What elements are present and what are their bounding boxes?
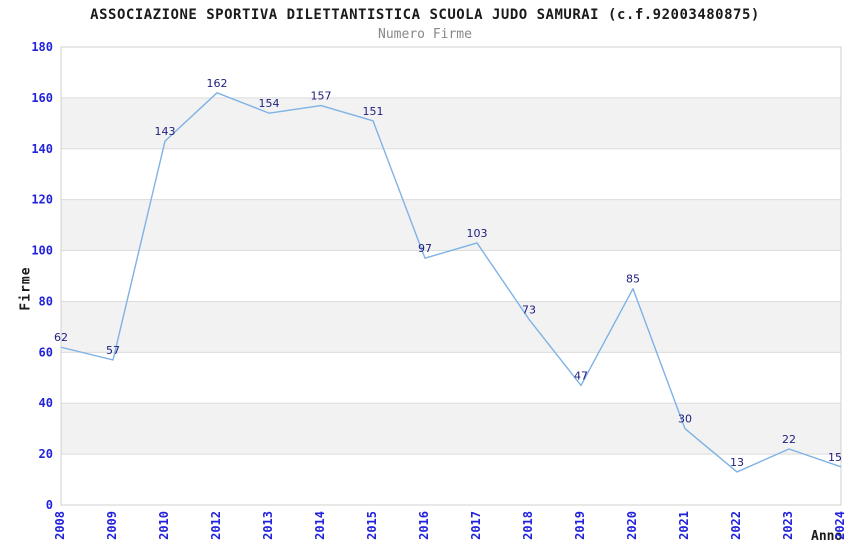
y-tick-label: 160	[31, 91, 53, 105]
y-tick-label: 80	[39, 294, 53, 308]
y-tick-label: 0	[46, 498, 53, 512]
x-tick-label: 2020	[625, 511, 639, 540]
x-tick-label: 2009	[105, 511, 119, 540]
data-label: 13	[730, 456, 744, 469]
x-tick-label: 2008	[53, 511, 67, 540]
plot-band	[61, 97, 841, 149]
x-tick-label: 2012	[209, 511, 223, 540]
x-tick-label: 2022	[729, 511, 743, 540]
plot-border	[60, 46, 842, 506]
y-tick-label: 120	[31, 193, 53, 207]
x-tick-label: 2023	[781, 511, 795, 540]
data-label: 157	[311, 90, 332, 103]
chart-title: ASSOCIAZIONE SPORTIVA DILETTANTISTICA SC…	[90, 7, 760, 23]
x-tick-label: 2013	[261, 511, 275, 540]
x-tick-label: 2024	[833, 511, 847, 540]
series-line	[60, 92, 842, 473]
x-tick-label: 2014	[313, 511, 327, 540]
x-tick-label: 2019	[573, 511, 587, 540]
y-tick-label: 40	[39, 396, 53, 410]
data-label: 73	[522, 303, 536, 316]
data-label: 47	[574, 369, 588, 382]
data-label: 97	[418, 242, 432, 255]
data-label: 151	[363, 105, 384, 118]
x-tick-label: 2010	[157, 511, 171, 540]
x-tick-label: 2016	[417, 511, 431, 540]
plot-band	[61, 301, 841, 353]
data-label: 85	[626, 273, 640, 286]
data-label: 62	[54, 331, 68, 344]
data-label: 30	[678, 413, 692, 426]
y-tick-label: 180	[31, 40, 53, 54]
x-axis-title: Anno	[811, 529, 843, 544]
x-tick-label: 2021	[677, 511, 691, 540]
data-label: 15	[828, 451, 842, 464]
x-tick-label: 2015	[365, 511, 379, 540]
data-label: 154	[259, 97, 280, 110]
data-label: 103	[467, 227, 488, 240]
y-tick-label: 100	[31, 244, 53, 258]
plot-band	[61, 199, 841, 251]
chart-subtitle: Numero Firme	[378, 27, 472, 42]
data-label: 143	[155, 125, 176, 138]
y-tick-label: 20	[39, 447, 53, 461]
y-tick-label: 140	[31, 142, 53, 156]
data-label: 22	[782, 433, 796, 446]
data-label: 57	[106, 344, 120, 357]
x-tick-label: 2017	[469, 511, 483, 540]
x-tick-label: 2018	[521, 511, 535, 540]
data-label: 162	[207, 77, 228, 90]
y-tick-label: 60	[39, 345, 53, 359]
plot-band	[61, 403, 841, 455]
